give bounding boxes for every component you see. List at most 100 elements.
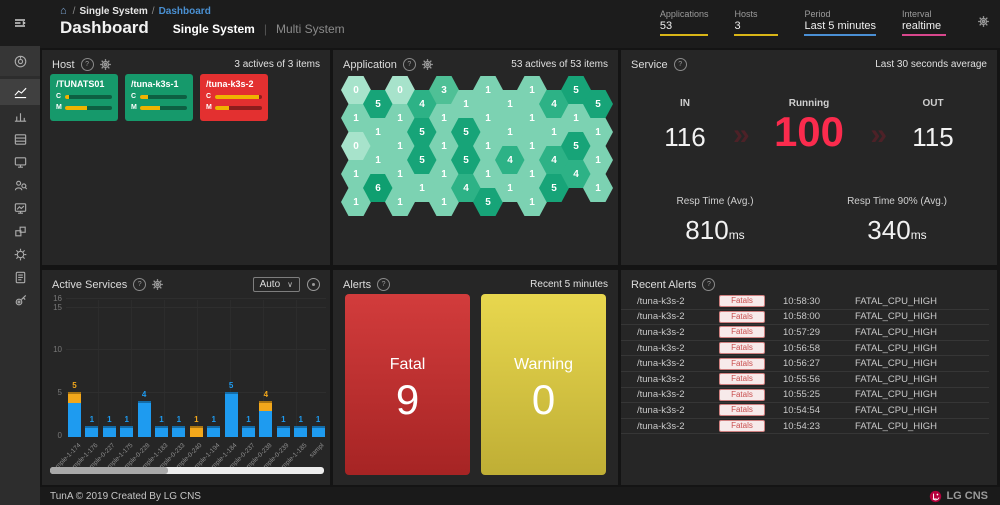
sidebar-item-server[interactable] <box>0 128 40 151</box>
help-icon[interactable]: ? <box>133 278 147 291</box>
sidebar-item-bar-chart[interactable] <box>0 105 40 128</box>
recent-alert-row[interactable]: /tuna-k3s-2 Fatals 10:56:27 FATAL_CPU_HIGH <box>621 356 989 372</box>
help-icon[interactable]: ? <box>673 58 687 71</box>
host-settings-gear-icon[interactable] <box>99 58 112 71</box>
alert-message: FATAL_CPU_HIGH <box>855 404 938 416</box>
chart-bar-segment[interactable] <box>155 426 168 437</box>
chart-bar-segment[interactable] <box>294 426 308 437</box>
tab-multi-system[interactable]: Multi System <box>275 22 345 36</box>
breadcrumb-item[interactable]: Single System <box>79 5 148 17</box>
sidebar-item-service-gear[interactable] <box>0 243 40 266</box>
sidebar-item-dashboard[interactable] <box>0 46 40 76</box>
sidebar-item-component[interactable] <box>0 220 40 243</box>
help-icon[interactable]: ? <box>402 58 416 71</box>
hex-value: 3 <box>441 84 447 96</box>
chart-bar-segment[interactable] <box>120 426 134 437</box>
recent-alert-row[interactable]: /tuna-k3s-2 Fatals 10:55:56 FATAL_CPU_HIGH <box>621 372 989 388</box>
recent-alert-row[interactable]: /tuna-k3s-2 Fatals 10:58:30 FATAL_CPU_HIGH <box>621 294 989 310</box>
header-stat-hosts[interactable]: Hosts 3 <box>734 9 779 36</box>
service-gear-icon <box>13 247 28 262</box>
hex-value: 4 <box>419 98 425 110</box>
header-stat-applications[interactable]: Applications 53 <box>659 9 709 36</box>
chart-bar-segment[interactable] <box>189 426 203 437</box>
chart-bar-segment[interactable] <box>242 426 255 437</box>
breadcrumb-separator: / <box>72 5 76 17</box>
sidebar-item-tools[interactable] <box>0 289 40 312</box>
application-hex[interactable]: 1 <box>583 174 613 202</box>
recent-alert-row[interactable]: /tuna-k3s-2 Fatals 10:54:54 FATAL_CPU_HIGH <box>621 403 989 419</box>
service-note: Last 30 seconds average <box>875 59 987 70</box>
chart-bar-segment[interactable] <box>68 400 81 437</box>
alert-card-value: 9 <box>395 376 420 423</box>
breadcrumb-item[interactable]: Dashboard <box>158 5 211 17</box>
hex-value: 4 <box>507 154 513 166</box>
chart-gridline-v <box>230 300 231 435</box>
tab-single-system[interactable]: Single System <box>172 22 255 36</box>
host-mem-label: M <box>131 104 137 111</box>
chart-bar-segment[interactable] <box>259 409 273 437</box>
recent-alert-row[interactable]: /tuna-k3s-2 Fatals 10:57:29 FATAL_CPU_HIGH <box>621 325 989 341</box>
sidebar-item-monitor[interactable] <box>0 151 40 174</box>
application-hex[interactable]: 1 <box>583 146 613 174</box>
help-icon[interactable]: ? <box>702 278 716 291</box>
host-card[interactable]: /tuna-k3s-1 C M <box>125 74 193 121</box>
chart-bar-segment[interactable] <box>85 426 99 437</box>
hex-value: 5 <box>485 196 491 208</box>
chart-bar-segment[interactable] <box>172 426 186 437</box>
help-icon[interactable]: ? <box>80 58 94 71</box>
resp-time-90: Resp Time 90% (Avg.) 340ms <box>817 196 977 246</box>
chart-bar-segment[interactable] <box>68 392 81 403</box>
fatal-alert-card[interactable]: Fatal 9 <box>345 294 470 475</box>
active-services-settings-gear-icon[interactable] <box>151 278 164 291</box>
hamburger-icon <box>15 19 26 27</box>
header-stat-interval[interactable]: Interval realtime <box>902 9 946 36</box>
chart-bar-segment[interactable] <box>207 426 221 437</box>
chart-bar-value: 4 <box>141 389 147 399</box>
hex-value: 1 <box>375 154 381 166</box>
sidebar-item-report[interactable] <box>0 266 40 289</box>
y-axis-tick: 16 <box>53 294 62 304</box>
hex-value: 1 <box>397 140 403 152</box>
alert-card-value: 0 <box>531 376 556 423</box>
chart-scrollbar-thumb[interactable] <box>50 467 168 474</box>
sidebar-item-screen-image[interactable] <box>0 197 40 220</box>
chart-bar-segment[interactable] <box>137 400 151 437</box>
chart-bar-segment[interactable] <box>102 426 116 437</box>
chart-bar-segment[interactable] <box>259 400 273 412</box>
help-icon[interactable]: ? <box>377 278 391 291</box>
global-settings-gear-icon[interactable] <box>977 15 990 28</box>
application-hex[interactable]: 1 <box>341 188 371 216</box>
application-settings-gear-icon[interactable] <box>421 58 434 71</box>
hex-value: 0 <box>397 84 403 96</box>
header-stat-period[interactable]: Period Last 5 minutes <box>804 9 876 36</box>
target-icon[interactable] <box>307 278 320 291</box>
alert-severity-badge: Fatals <box>719 357 765 370</box>
home-icon[interactable]: ⌂ <box>60 5 67 17</box>
sidebar-item-user-search[interactable] <box>0 174 40 197</box>
warning-alert-card[interactable]: Warning 0 <box>481 294 606 475</box>
chart-bar-segment[interactable] <box>224 392 238 437</box>
chart-gridline-v <box>131 300 132 435</box>
hex-value: 1 <box>507 126 513 138</box>
host-cpu-label: C <box>56 93 62 100</box>
chart-scrollbar[interactable] <box>50 467 324 474</box>
menu-toggle-button[interactable] <box>0 0 40 46</box>
host-card[interactable]: /tuna-k3s-2 C M <box>200 74 268 121</box>
host-mem-fill <box>140 105 160 110</box>
recent-alert-row[interactable]: /tuna-k3s-2 Fatals 10:58:00 FATAL_CPU_HIGH <box>621 310 989 326</box>
recent-alert-row[interactable]: /tuna-k3s-2 Fatals 10:56:58 FATAL_CPU_HIGH <box>621 341 989 357</box>
header-stats: Applications 53 Hosts 3 Period Last 5 minutes… <box>659 9 972 36</box>
breadcrumb: ⌂ / Single System / Dashboard <box>60 5 211 17</box>
chart-bar-value: 1 <box>315 415 321 425</box>
recent-alert-row[interactable]: /tuna-k3s-2 Fatals 10:54:23 FATAL_CPU_HIGH <box>621 419 989 435</box>
sidebar-item-line-chart[interactable] <box>0 79 40 105</box>
active-services-title: Active Services <box>52 278 128 291</box>
host-card[interactable]: /TUNATS01 C M <box>50 74 118 121</box>
chart-bar-segment[interactable] <box>276 426 290 437</box>
resp-time-90-label: Resp Time 90% (Avg.) <box>847 196 947 207</box>
scale-dropdown[interactable]: Auto ∨ <box>252 277 300 292</box>
recent-alert-row[interactable]: /tuna-k3s-2 Fatals 10:55:25 FATAL_CPU_HIGH <box>621 388 989 404</box>
chart-bar-segment[interactable] <box>311 426 325 437</box>
host-mem-row: M <box>131 104 187 111</box>
